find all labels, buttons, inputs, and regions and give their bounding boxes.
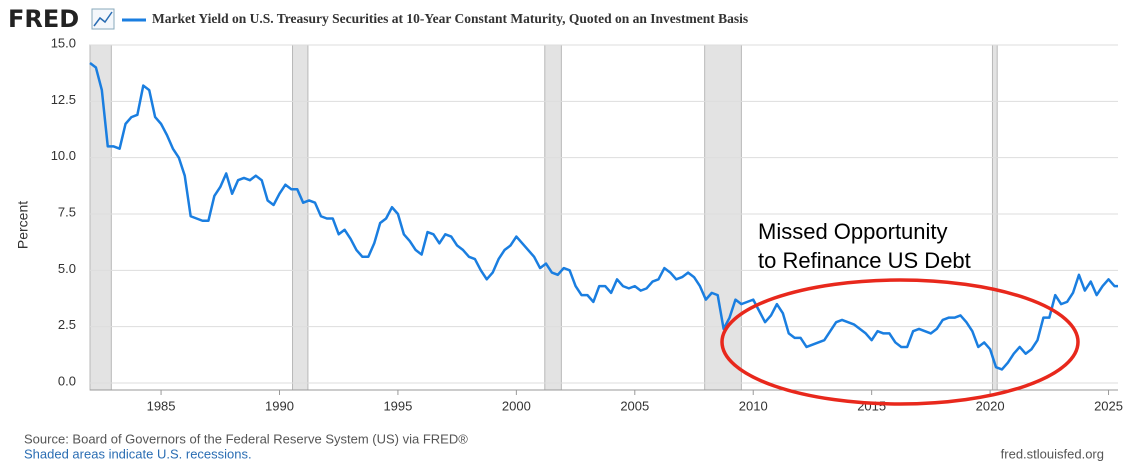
y-tick-label: 12.5	[51, 92, 76, 107]
x-tick-label: 1995	[383, 398, 412, 413]
annotation: Missed Opportunity	[758, 219, 948, 244]
x-tick-label: 1985	[147, 398, 176, 413]
note: Shaded areas indicate U.S. recessions.	[24, 446, 252, 461]
y-tick-label: 7.5	[58, 204, 76, 219]
recession-band	[292, 44, 309, 391]
y-axis-label: Percent	[15, 201, 31, 249]
source: Source: Board of Governors of the Federa…	[24, 431, 468, 446]
annotation: to Refinance US Debt	[758, 248, 971, 273]
x-tick-label: 1990	[265, 398, 294, 413]
x-tick-label: 2025	[1094, 398, 1123, 413]
highlight-ellipse	[720, 278, 1080, 406]
data-line	[89, 62, 1118, 371]
y-tick-label: 15.0	[51, 35, 76, 50]
y-tick-label: 0.0	[58, 373, 76, 388]
recession-band	[991, 44, 998, 391]
logo-icon	[91, 8, 115, 30]
x-tick-label: 2000	[502, 398, 531, 413]
recession-band	[544, 44, 562, 391]
recession-band	[89, 44, 112, 391]
logo-icon-line	[93, 11, 113, 27]
y-tick-label: 2.5	[58, 317, 76, 332]
x-tick-label: 2015	[857, 398, 886, 413]
y-tick-label: 5.0	[58, 261, 76, 276]
y-tick-label: 10.0	[51, 148, 76, 163]
chart-title: Market Yield on U.S. Treasury Securities…	[152, 11, 748, 26]
credit: fred.stlouisfed.org	[1001, 446, 1104, 461]
x-tick-label: 2005	[620, 398, 649, 413]
plot-area: 0.0 2.5 5.0 7.5 10.0 12.5 15.0 1985 1990 1995 2000…	[51, 35, 1123, 413]
x-tick-label: 2020	[976, 398, 1005, 413]
logo: FRED	[8, 5, 79, 33]
x-tick-label: 2010	[739, 398, 768, 413]
